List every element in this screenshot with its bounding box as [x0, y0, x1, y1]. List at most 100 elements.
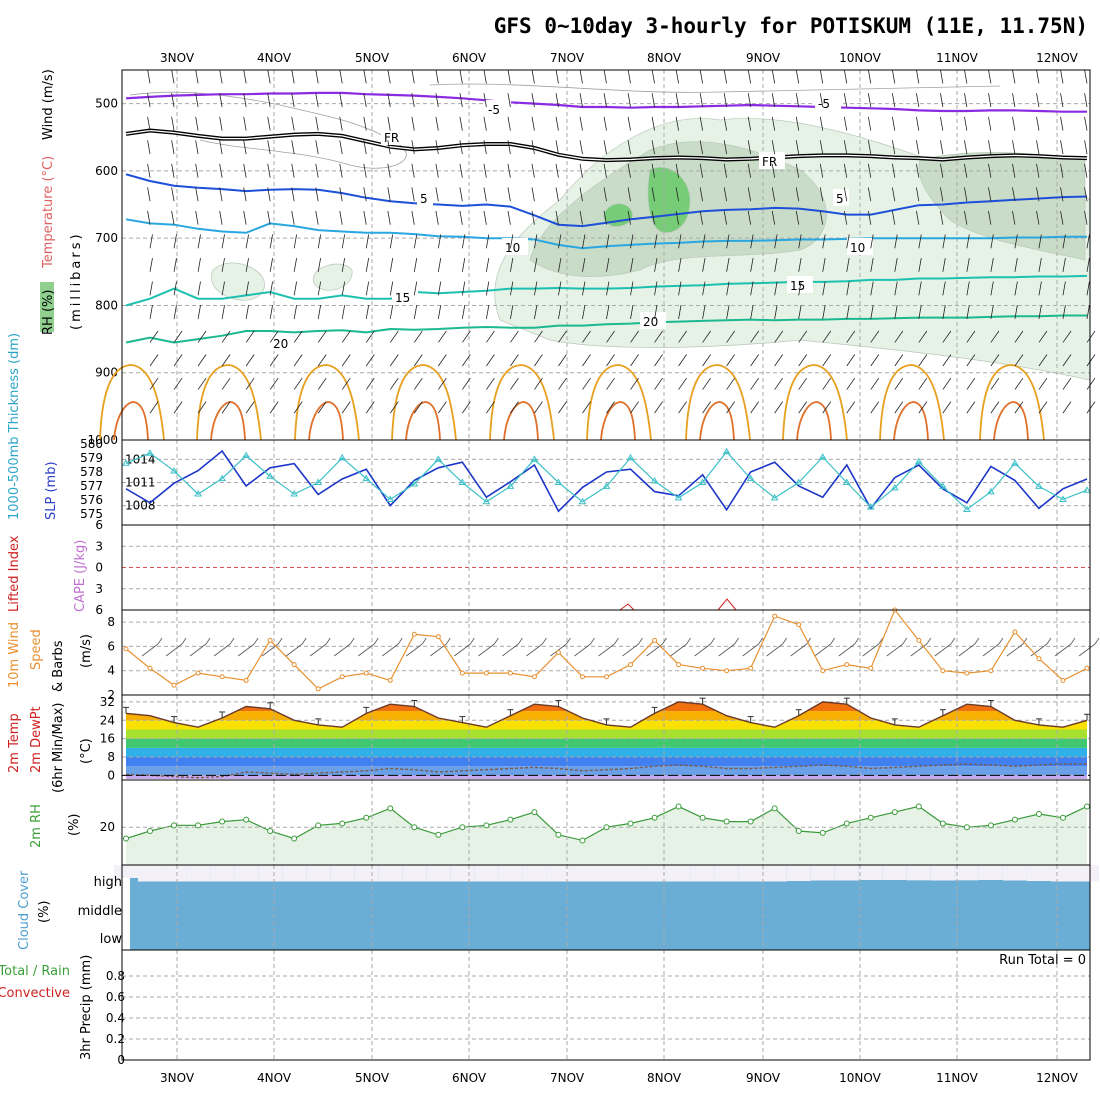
- wind-barb-175: [507, 163, 511, 178]
- wind-barb-512: [918, 354, 928, 367]
- slp-point: [314, 478, 323, 485]
- wind-barb-384: [726, 281, 730, 296]
- wind10-barb: [1030, 643, 1048, 657]
- temp2m-label: 2m Temp: [7, 713, 22, 773]
- wind10-barb-flag: [181, 637, 187, 645]
- wind-barb-487: [317, 354, 327, 367]
- wind10-barb-flag: [229, 637, 235, 645]
- cloud-high-gap: [786, 865, 811, 881]
- wind-barb-340: [630, 257, 634, 272]
- rh-point: [339, 820, 346, 827]
- wind10-barb-flag: [662, 637, 667, 645]
- wind-barb-86: [291, 116, 295, 131]
- wind10-point: [387, 677, 393, 683]
- cloud-high-gap: [690, 865, 715, 882]
- wind-barb-327: [317, 257, 322, 272]
- wind-barb-80: [147, 116, 151, 131]
- wind-barb-480: [149, 354, 159, 367]
- isotherm-label-bg-10: [270, 334, 296, 351]
- wind-barb-212: [435, 187, 439, 202]
- wind-barb-200: [147, 187, 151, 202]
- wind10-point: [171, 682, 177, 688]
- date-label-bottom-6NOV: 6NOV: [452, 1071, 487, 1085]
- wind-barb-198: [1060, 163, 1064, 178]
- wind-barb-356: [1014, 257, 1018, 272]
- wind-barb-371: [413, 281, 418, 296]
- wind-barb-117: [1036, 116, 1040, 131]
- rh-point: [195, 822, 202, 829]
- wind-barb-577: [558, 401, 567, 414]
- wind-barb-466: [774, 330, 784, 343]
- precip-panel: 0 0.2 0.4 0.6 0.8: [106, 949, 1091, 1067]
- surface-loop-inner-8: [893, 401, 929, 441]
- rh-point: [1011, 816, 1018, 823]
- wind-barb-588: [822, 401, 832, 414]
- wind-barb-162: [195, 163, 199, 178]
- cloud-high-gap: [186, 865, 211, 882]
- wind-barb-122: [195, 140, 199, 155]
- wind-barb-567: [317, 401, 327, 414]
- rh-point: [555, 831, 562, 838]
- wind-barb-179: [603, 163, 607, 178]
- wind-barb-451: [413, 330, 423, 343]
- wind-barb-535: [510, 377, 519, 390]
- wind-barb-15: [507, 69, 511, 84]
- wind-barb-40: [147, 93, 151, 108]
- wind-barb-424: [726, 305, 730, 319]
- wind-barb-333: [461, 257, 466, 272]
- wind-barb-444: [245, 330, 255, 343]
- wind-barb-294: [485, 234, 490, 249]
- wind-barb-372: [437, 281, 442, 296]
- cloud-high-gap: [282, 865, 307, 882]
- wind-barb-217: [555, 187, 559, 202]
- wind-barb-427: [798, 305, 802, 319]
- isotherm-label-bg-9: [787, 276, 813, 293]
- wind-barb-571: [413, 401, 423, 414]
- cloud-high-gap: [906, 865, 931, 881]
- wind-barb-555: [990, 377, 1000, 390]
- thickness-tick-577: 577: [80, 479, 103, 493]
- wind-barb-454: [486, 330, 495, 343]
- wind10-point: [147, 665, 153, 671]
- wind-barb-188: [819, 163, 824, 178]
- lifted-index-label: Lifted Index: [7, 535, 22, 612]
- wind-barb-517: [1038, 354, 1048, 367]
- wind-barb-425: [750, 305, 754, 319]
- slp-point: [794, 478, 803, 485]
- wind-barb-432: [918, 305, 922, 319]
- wind-barb-540: [630, 377, 639, 390]
- cloud-high-gap: [306, 865, 331, 882]
- rh-point: [963, 824, 970, 831]
- wind-barb-225: [747, 187, 752, 202]
- wind-barb-542: [678, 377, 687, 390]
- slp-point: [434, 455, 443, 462]
- cloud-high-gap: [978, 865, 1003, 880]
- wind10-barb: [213, 643, 231, 657]
- wind10-barb-flag: [277, 637, 283, 645]
- wind-barb-266: [771, 210, 776, 225]
- wind-barb-131: [411, 140, 415, 155]
- wind10-point: [652, 637, 658, 643]
- wind-barb-46: [291, 93, 295, 108]
- wind-barb-362: [197, 281, 201, 296]
- wind-barb-396: [1014, 281, 1018, 296]
- wind-barb-193: [940, 163, 944, 178]
- slp-point: [554, 478, 563, 485]
- wind-barb-465: [750, 330, 760, 343]
- wind-barb-95: [507, 116, 511, 131]
- wind-barb-25: [747, 69, 752, 84]
- wind10-barb: [574, 643, 591, 657]
- wind-barb-527: [317, 377, 327, 390]
- wind-barb-486: [293, 354, 303, 367]
- rh-point: [771, 805, 778, 812]
- wind-barb-311: [894, 234, 898, 249]
- rh-point: [435, 831, 442, 838]
- wind-barb-65: [747, 93, 752, 108]
- wind10-barb: [526, 643, 543, 657]
- wind-barb-170: [387, 163, 391, 178]
- rh-point: [819, 829, 826, 836]
- wind-barb-265: [747, 210, 752, 225]
- wind-barb-344: [726, 257, 730, 272]
- wind-barb-481: [173, 354, 183, 367]
- rh-point: [1035, 811, 1042, 817]
